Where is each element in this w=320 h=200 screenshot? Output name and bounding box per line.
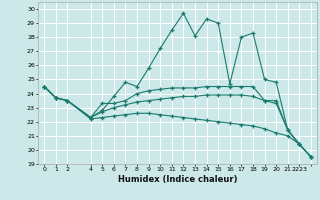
X-axis label: Humidex (Indice chaleur): Humidex (Indice chaleur) [118, 175, 237, 184]
